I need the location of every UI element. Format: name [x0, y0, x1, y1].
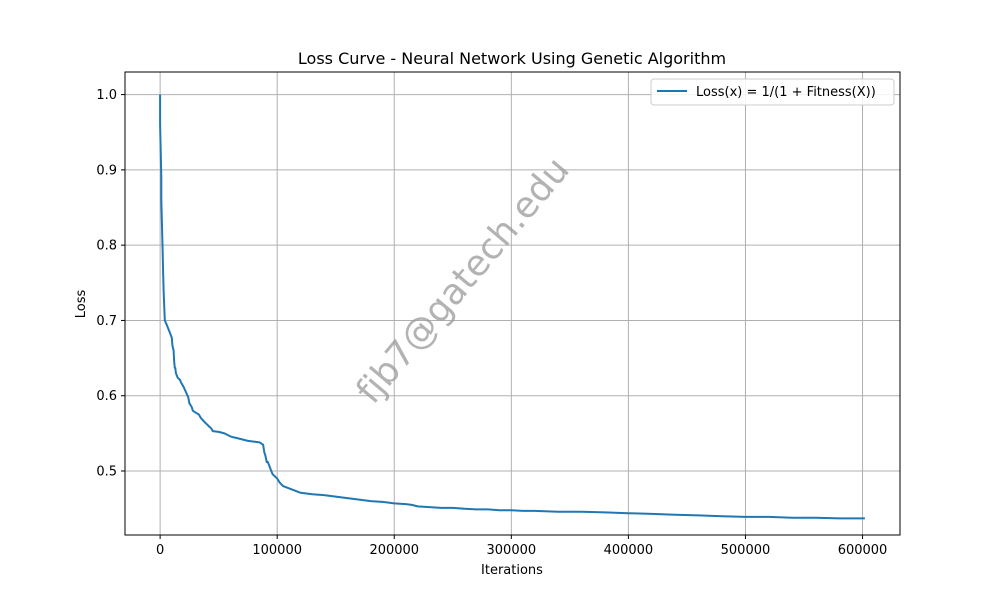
- y-tick-label: 0.7: [96, 314, 117, 329]
- legend-label: Loss(x) = 1/(1 + Fitness(X)): [696, 85, 876, 100]
- x-tick-label: 400000: [604, 543, 654, 558]
- chart-title: Loss Curve - Neural Network Using Geneti…: [298, 49, 726, 68]
- y-tick-label: 0.9: [96, 163, 117, 178]
- y-axis-ticks: 0.5 0.6 0.7 0.8 0.9 1.0: [96, 88, 125, 480]
- loss-series-line: [159, 94, 865, 520]
- plot-frame: [124, 71, 901, 536]
- x-tick-label: 300000: [487, 543, 537, 558]
- x-tick-label: 200000: [369, 543, 419, 558]
- y-tick-label: 0.6: [96, 389, 117, 404]
- x-tick-label: 100000: [252, 543, 302, 558]
- y-tick-label: 0.5: [96, 465, 117, 480]
- y-tick-label: 0.8: [96, 239, 117, 254]
- x-axis-label: Iterations: [481, 563, 543, 578]
- grid-lines: [125, 72, 900, 535]
- series-layer: [159, 94, 865, 520]
- legend: Loss(x) = 1/(1 + Fitness(X)): [650, 78, 895, 106]
- x-tick-label: 0: [156, 543, 164, 558]
- legend-box: [650, 78, 895, 106]
- y-tick-label: 1.0: [96, 88, 117, 103]
- x-tick-label: 500000: [721, 543, 771, 558]
- y-axis-label: Loss: [74, 290, 89, 319]
- x-tick-label: 600000: [838, 543, 888, 558]
- x-axis-ticks: 0 100000 200000 300000 400000 500000 600000: [156, 535, 887, 558]
